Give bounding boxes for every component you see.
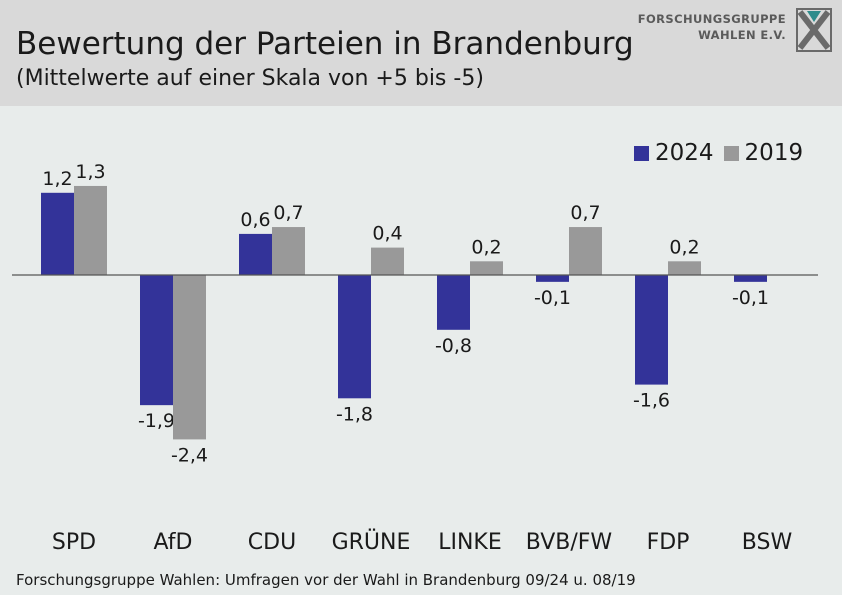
- legend-swatch-2024: [634, 145, 649, 161]
- bar-afd-2024: [140, 275, 173, 406]
- bar-grüne-2019: [371, 247, 404, 275]
- category-label-bsw: BSW: [742, 530, 793, 555]
- bar-linke-2019: [470, 261, 503, 275]
- chart-subtitle: (Mittelwerte auf einer Skala von +5 bis …: [16, 66, 484, 91]
- data-label-afd-2024: -1,9: [138, 410, 175, 432]
- bar-afd-2019: [173, 275, 206, 440]
- data-label-linke-2024: -0,8: [435, 335, 472, 357]
- legend-item-2024: 2024: [634, 140, 714, 166]
- bar-bvb/fw-2019: [569, 227, 602, 275]
- data-label-spd-2024: 1,2: [42, 168, 72, 190]
- bar-spd-2019: [74, 185, 107, 275]
- category-label-cdu: CDU: [248, 530, 296, 555]
- data-label-cdu-2024: 0,6: [240, 209, 270, 231]
- legend-swatch-2019: [723, 145, 739, 161]
- bar-cdu-2019: [272, 227, 305, 275]
- source-note: Forschungsgruppe Wahlen: Umfragen vor de…: [16, 571, 636, 589]
- category-label-afd: AfD: [154, 530, 193, 555]
- category-label-spd: SPD: [52, 530, 96, 555]
- data-label-bsw-2024: -0,1: [732, 287, 769, 309]
- chart-title: Bewertung der Parteien in Brandenburg: [16, 26, 634, 62]
- bar-fdp-2019: [668, 261, 701, 275]
- logo-mark-icon: [796, 8, 832, 52]
- data-label-cdu-2019: 0,7: [273, 202, 303, 224]
- bar-spd-2024: [41, 192, 74, 275]
- bar-linke-2024: [437, 275, 470, 330]
- data-label-grüne-2024: -1,8: [336, 403, 373, 425]
- bar-bvb/fw-2024: [536, 275, 569, 282]
- bar-grüne-2024: [338, 275, 371, 399]
- logo-line1: FORSCHUNGSGRUPPE: [637, 12, 786, 26]
- category-label-bvb/fw: BVB/FW: [526, 530, 613, 555]
- legend-item-2019: 2019: [723, 140, 804, 166]
- category-label-grüne: GRÜNE: [332, 529, 411, 555]
- category-label-fdp: FDP: [647, 530, 690, 555]
- logo-line2: WAHLEN E.V.: [698, 28, 786, 42]
- bar-fdp-2024: [635, 275, 668, 385]
- data-label-fdp-2024: -1,6: [633, 390, 670, 412]
- legend-label-2019: 2019: [744, 140, 804, 166]
- legend-label-2024: 2024: [655, 140, 714, 166]
- chart-header: Bewertung der Parteien in Brandenburg (M…: [0, 0, 842, 106]
- data-label-fdp-2019: 0,2: [669, 236, 699, 258]
- data-label-spd-2019: 1,3: [75, 161, 105, 183]
- data-label-bvb/fw-2019: 0,7: [570, 202, 600, 224]
- data-label-linke-2019: 0,2: [471, 236, 501, 258]
- category-label-linke: LINKE: [438, 530, 502, 555]
- logo: FORSCHUNGSGRUPPE WAHLEN E.V.: [638, 8, 836, 58]
- data-label-bvb/fw-2024: -0,1: [534, 287, 571, 309]
- bar-cdu-2024: [239, 233, 272, 275]
- bar-bsw-2024: [734, 275, 767, 282]
- data-label-grüne-2019: 0,4: [372, 223, 402, 245]
- data-label-afd-2019: -2,4: [171, 444, 208, 466]
- chart-legend: 2024 2019: [634, 140, 807, 166]
